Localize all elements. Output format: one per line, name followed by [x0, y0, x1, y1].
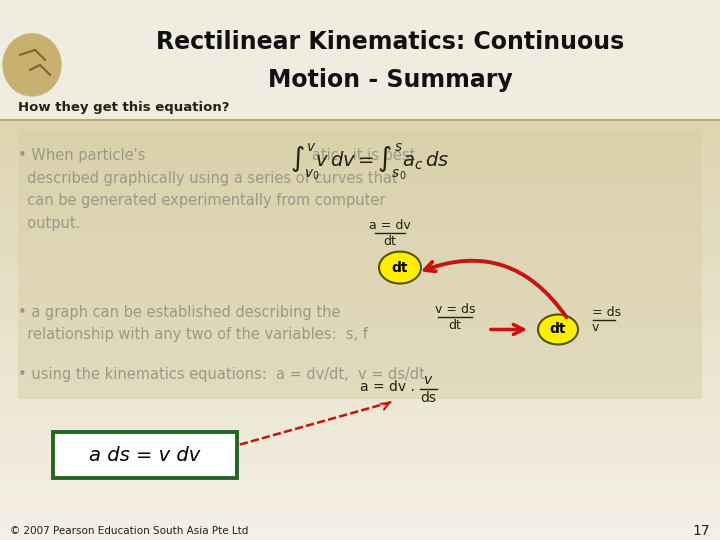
- Bar: [0, 256, 720, 268]
- Text: How they get this equation?: How they get this equation?: [18, 102, 230, 114]
- Bar: [0, 288, 720, 299]
- Text: ds: ds: [420, 392, 436, 406]
- Bar: [18, 130, 702, 400]
- Text: = ds: = ds: [592, 306, 621, 319]
- Bar: [0, 382, 720, 393]
- Text: • a graph can be established describing the
  relationship with any two of the v: • a graph can be established describing …: [18, 305, 368, 342]
- Bar: [0, 130, 720, 142]
- Text: © 2007 Pearson Education South Asia Pte Ltd: © 2007 Pearson Education South Asia Pte …: [10, 526, 248, 536]
- Bar: [0, 466, 720, 477]
- Text: v = ds: v = ds: [435, 302, 475, 315]
- Text: • When particle's                                    atic,  it is best
  describ: • When particle's atic, it is best descr…: [18, 148, 415, 231]
- FancyBboxPatch shape: [53, 433, 237, 478]
- Ellipse shape: [379, 252, 421, 284]
- Text: a = dv .: a = dv .: [360, 380, 415, 394]
- Bar: [0, 403, 720, 414]
- Bar: [0, 204, 720, 215]
- Bar: [0, 455, 720, 467]
- Bar: [0, 120, 720, 131]
- Ellipse shape: [3, 34, 61, 96]
- Text: 17: 17: [693, 524, 710, 538]
- Text: Motion - Summary: Motion - Summary: [268, 68, 513, 92]
- Bar: [0, 162, 720, 173]
- Bar: [0, 424, 720, 435]
- Text: dt: dt: [550, 322, 566, 336]
- Text: • using the kinematics equations:  a = dv/dt,  v = ds/dt: • using the kinematics equations: a = dv…: [18, 367, 425, 382]
- FancyArrowPatch shape: [425, 261, 567, 317]
- Bar: [0, 298, 720, 309]
- Bar: [0, 246, 720, 257]
- Bar: [0, 151, 720, 163]
- Bar: [0, 0, 720, 120]
- Bar: [0, 487, 720, 498]
- Bar: [0, 235, 720, 247]
- Bar: [0, 277, 720, 288]
- Bar: [0, 183, 720, 194]
- Bar: [0, 319, 720, 330]
- Bar: [0, 267, 720, 278]
- Bar: [0, 413, 720, 425]
- Text: dt: dt: [392, 261, 408, 274]
- Text: v: v: [424, 373, 432, 387]
- Bar: [0, 508, 720, 519]
- Bar: [0, 393, 720, 404]
- Bar: [0, 225, 720, 236]
- Bar: [0, 476, 720, 488]
- Bar: [0, 193, 720, 205]
- Bar: [0, 497, 720, 509]
- Bar: [0, 340, 720, 352]
- Text: a = dv: a = dv: [369, 219, 411, 232]
- Bar: [0, 350, 720, 362]
- Text: Rectilinear Kinematics: Continuous: Rectilinear Kinematics: Continuous: [156, 30, 624, 54]
- Bar: [0, 518, 720, 530]
- Bar: [0, 214, 720, 226]
- Bar: [0, 361, 720, 373]
- Bar: [0, 372, 720, 383]
- Ellipse shape: [538, 314, 578, 345]
- Bar: [0, 172, 720, 184]
- Bar: [0, 141, 720, 152]
- Bar: [0, 308, 720, 320]
- Text: dt: dt: [384, 235, 397, 248]
- Bar: [0, 445, 720, 456]
- Text: $\int_{v_0}^{v}\!v\,dv = \int_{s_0}^{s}\!a_c\,ds$: $\int_{v_0}^{v}\!v\,dv = \int_{s_0}^{s}\…: [290, 141, 450, 182]
- Bar: [0, 529, 720, 540]
- Text: v: v: [592, 321, 599, 334]
- Bar: [0, 434, 720, 446]
- Text: dt: dt: [449, 319, 462, 332]
- Bar: [0, 329, 720, 341]
- Text: a ds = v dv: a ds = v dv: [89, 446, 201, 465]
